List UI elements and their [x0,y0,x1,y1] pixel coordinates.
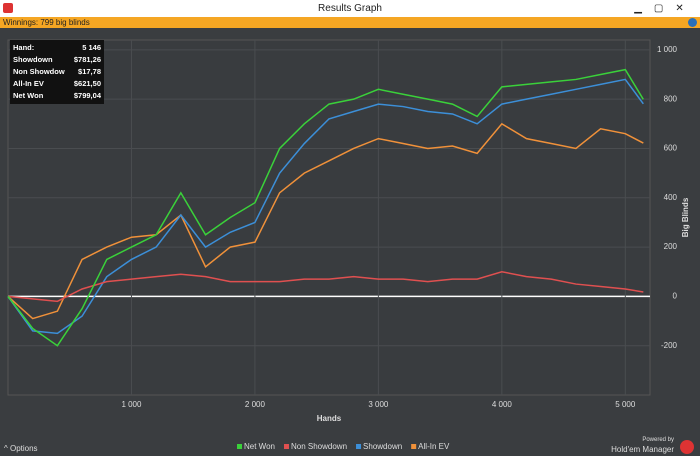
stats-label: Net Won [13,91,44,100]
help-icon[interactable] [688,18,697,27]
legend-label: All-In EV [418,442,450,451]
y-axis-label: Big Blinds [681,197,690,237]
y-tick-label: -200 [661,341,678,350]
stats-label: Showdown [13,55,53,64]
stats-row: Non Showdow $17,78 [10,66,104,78]
y-tick-label: 400 [664,193,678,202]
winnings-bar: Winnings: 799 big blinds [0,17,700,28]
stats-row: All-In EV $621,50 [10,78,104,90]
brand: Hold'em Manager [611,445,674,454]
stats-box: Hand: 5 146 Showdown $781,26 Non Showdow $17,… [10,40,104,104]
x-axis-label: Hands [317,414,342,423]
x-tick-label: 2 000 [245,400,266,409]
legend-swatch [411,444,417,449]
stats-row: Hand: 5 146 [10,42,104,54]
stats-value: $17,78 [78,67,101,76]
options-button[interactable]: ^ Options [4,444,38,453]
x-tick-label: 3 000 [368,400,389,409]
window-controls[interactable]: ▁▢✕ [634,3,696,14]
y-tick-label: 200 [664,242,678,251]
x-tick-label: 5 000 [615,400,636,409]
stats-label: Non Showdow [13,67,65,76]
y-tick-label: 800 [664,94,678,103]
x-tick-label: 4 000 [492,400,513,409]
x-tick-label: 1 000 [121,400,142,409]
stats-label: All-In EV [13,79,44,88]
winnings: Winnings: 799 big blinds [3,18,90,27]
options-label: Options [9,444,38,453]
powered: Powered by [642,437,674,443]
stats-row: Showdown $781,26 [10,54,104,66]
legend-swatch [283,444,289,449]
stats-value: $781,26 [73,55,101,64]
app-icon [3,3,13,13]
stats-value: 5 146 [82,43,101,52]
stats-value: $621,50 [73,79,101,88]
brand-logo [680,440,694,454]
series-line [7,270,644,303]
stats-label: Hand: [13,43,35,52]
y-tick-label: 600 [664,144,678,153]
series-line [7,78,644,335]
bottom-bar: ^ Options Powered by Hold'em Manager [0,437,700,456]
title-bar: Results Graph ▁▢✕ [0,0,700,17]
stats-value: $799,04 [73,91,101,100]
window-title: Results Graph [318,3,382,14]
legend-label: Non Showdown [291,442,347,451]
y-tick-label: 1 000 [657,45,678,54]
legend-swatch [356,444,362,449]
series-line [7,68,644,347]
series-line [7,122,644,320]
legend-swatch [237,444,242,449]
legend-label: Net Won [244,442,275,451]
stats-row: Net Won $799,04 [10,90,104,102]
legend-label: Showdown [363,442,402,451]
y-tick-label: 0 [673,291,678,300]
